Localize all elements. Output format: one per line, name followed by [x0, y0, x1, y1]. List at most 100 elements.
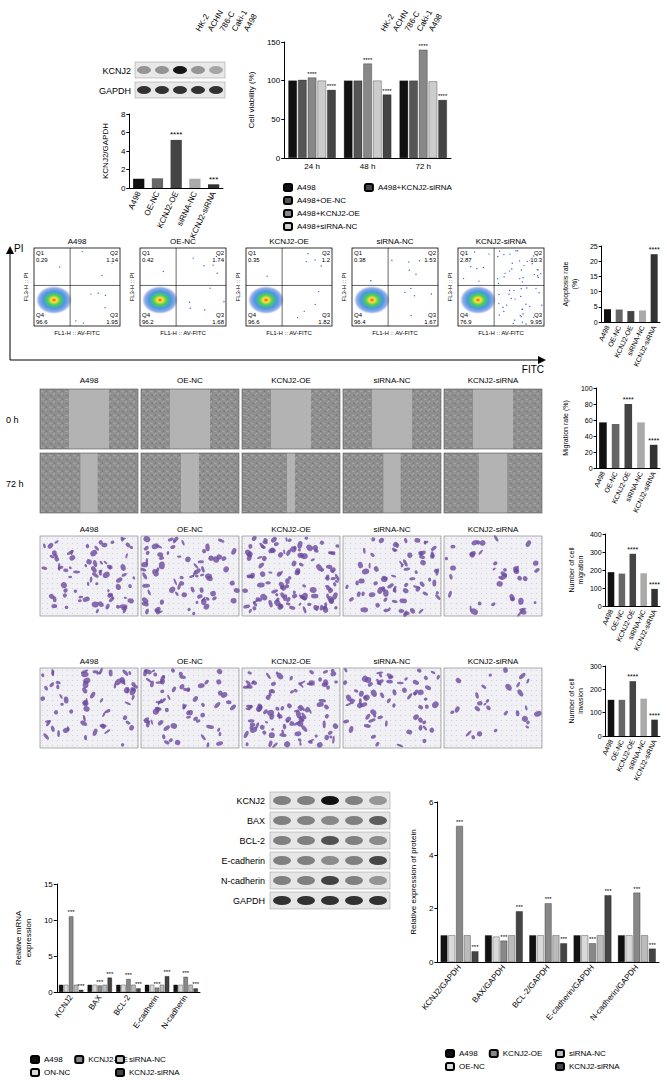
svg-text:A498: A498: [80, 376, 99, 385]
svg-text:****: ****: [649, 246, 660, 253]
svg-text:0.29: 0.29: [36, 257, 48, 263]
svg-text:PI: PI: [14, 243, 23, 254]
svg-text:KCNJ2-siRNA: KCNJ2-siRNA: [188, 189, 218, 239]
svg-text:OE-NC: OE-NC: [177, 525, 203, 534]
svg-text:80: 80: [585, 401, 593, 408]
svg-text:***: ***: [604, 888, 612, 894]
svg-text:***: ***: [471, 944, 479, 950]
svg-text:1.67: 1.67: [424, 319, 436, 325]
svg-text:Q2: Q2: [110, 250, 119, 256]
svg-text:KCNJ2/GAPDH: KCNJ2/GAPDH: [101, 123, 110, 179]
svg-text:OE-NC: OE-NC: [177, 376, 203, 385]
svg-text:A498: A498: [44, 1055, 63, 1064]
svg-text:Q3: Q3: [110, 312, 119, 318]
svg-text:Migration rate (%): Migration rate (%): [562, 400, 570, 456]
svg-text:Apoptosis rate: Apoptosis rate: [562, 262, 570, 307]
svg-text:****: ****: [627, 673, 638, 680]
svg-text:Q4: Q4: [36, 312, 45, 318]
svg-text:OE-NC: OE-NC: [459, 1062, 485, 1071]
svg-text:200: 200: [590, 567, 602, 574]
svg-text:25: 25: [590, 243, 598, 250]
svg-text:Relative expression of protein: Relative expression of protein: [409, 829, 418, 934]
svg-text:FL3-H :: PI: FL3-H :: PI: [447, 272, 453, 301]
svg-text:FL3-H :: PI: FL3-H :: PI: [23, 272, 29, 301]
svg-text:FL1-H :: AV-FITC: FL1-H :: AV-FITC: [372, 330, 418, 336]
svg-text:Number of cell: Number of cell: [568, 678, 575, 724]
svg-text:KCNJ2: KCNJ2: [53, 993, 75, 1019]
svg-text:***: ***: [545, 896, 553, 902]
svg-text:KCNJ2-siRNA: KCNJ2-siRNA: [468, 376, 519, 385]
svg-text:Q4: Q4: [354, 312, 363, 318]
svg-text:KCNJ2: KCNJ2: [102, 66, 131, 76]
svg-text:KCNJ2-siRNA: KCNJ2-siRNA: [476, 237, 527, 246]
svg-text:A498: A498: [80, 657, 99, 666]
svg-text:Q2: Q2: [534, 250, 543, 256]
svg-text:N-cadherin: N-cadherin: [221, 876, 265, 886]
svg-text:200: 200: [590, 686, 602, 693]
svg-text:A498+KCNJ2-OE: A498+KCNJ2-OE: [297, 209, 360, 218]
svg-text:A498: A498: [297, 183, 316, 192]
svg-text:0: 0: [48, 988, 53, 997]
svg-text:****: ****: [382, 88, 392, 94]
svg-text:****: ****: [627, 546, 638, 553]
svg-text:****: ****: [438, 93, 448, 99]
svg-text:A498: A498: [427, 12, 444, 33]
svg-text:10: 10: [44, 916, 53, 925]
svg-text:Q3: Q3: [216, 312, 225, 318]
svg-text:1.2: 1.2: [322, 257, 331, 263]
svg-text:KCNJ2-OE: KCNJ2-OE: [269, 237, 309, 246]
svg-text:BAX: BAX: [247, 816, 265, 826]
svg-text:****: ****: [648, 437, 659, 444]
svg-text:50: 50: [271, 115, 280, 124]
svg-text:76.9: 76.9: [460, 319, 472, 325]
svg-text:***: ***: [182, 970, 190, 976]
svg-text:FL1-H :: AV-FITC: FL1-H :: AV-FITC: [478, 330, 524, 336]
svg-text:150: 150: [267, 38, 281, 47]
svg-text:400: 400: [590, 531, 602, 538]
svg-text:6: 6: [121, 128, 126, 137]
svg-text:2.87: 2.87: [460, 257, 472, 263]
svg-text:4: 4: [121, 147, 126, 156]
svg-text:0.42: 0.42: [142, 257, 154, 263]
svg-text:100: 100: [267, 76, 281, 85]
svg-text:48 h: 48 h: [360, 162, 376, 171]
svg-text:A498+siRNA-NC: A498+siRNA-NC: [297, 222, 357, 231]
svg-text:A498: A498: [459, 1049, 478, 1058]
svg-text:15: 15: [44, 880, 53, 889]
svg-text:siRNA-NC: siRNA-NC: [374, 657, 411, 666]
svg-text:Q1: Q1: [36, 250, 45, 256]
svg-text:300: 300: [590, 549, 602, 556]
svg-text:***: ***: [649, 942, 657, 948]
svg-text:8: 8: [121, 110, 126, 119]
svg-text:Q1: Q1: [354, 250, 363, 256]
svg-text:***: ***: [106, 971, 114, 977]
svg-text:15: 15: [590, 273, 598, 280]
svg-text:KCNJ2: KCNJ2: [236, 796, 265, 806]
svg-text:***: ***: [456, 819, 464, 825]
svg-text:KCNJ2-siRNA: KCNJ2-siRNA: [633, 738, 658, 781]
svg-text:FL1-H :: AV-FITC: FL1-H :: AV-FITC: [266, 330, 312, 336]
svg-text:9.95: 9.95: [530, 319, 542, 325]
svg-text:96.2: 96.2: [142, 319, 154, 325]
svg-text:OE-NC: OE-NC: [177, 657, 203, 666]
svg-text:A498+OE-NC: A498+OE-NC: [297, 196, 346, 205]
svg-text:A498: A498: [80, 525, 99, 534]
svg-text:0 h: 0 h: [6, 415, 19, 425]
svg-text:KCNJ2/GAPDH: KCNJ2/GAPDH: [420, 963, 463, 1012]
svg-text:****: ****: [649, 712, 660, 719]
svg-text:invasion: invasion: [577, 688, 584, 714]
svg-text:****: ****: [649, 581, 660, 588]
svg-text:1.68: 1.68: [212, 319, 224, 325]
svg-text:BCL-2: BCL-2: [239, 836, 265, 846]
svg-text:OE-NC: OE-NC: [142, 190, 161, 217]
svg-text:KCNJ2-siRNA: KCNJ2-siRNA: [468, 657, 519, 666]
svg-text:***: ***: [500, 934, 508, 940]
svg-text:Q2: Q2: [322, 250, 331, 256]
svg-text:Q1: Q1: [142, 250, 151, 256]
svg-text:0: 0: [594, 319, 598, 326]
svg-text:KCNJ2-OE: KCNJ2-OE: [503, 1049, 543, 1058]
svg-text:0.38: 0.38: [354, 257, 366, 263]
svg-text:KCNJ2-siRNA: KCNJ2-siRNA: [468, 525, 519, 534]
svg-text:Q3: Q3: [322, 312, 331, 318]
svg-text:FITC: FITC: [522, 364, 544, 375]
